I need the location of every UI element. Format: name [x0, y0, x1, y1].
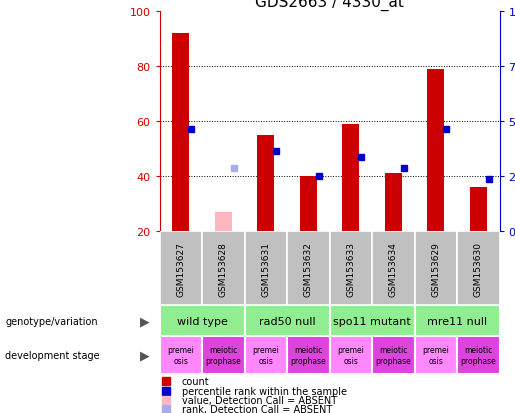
Bar	[173, 34, 190, 231]
Text: premei
osis: premei osis	[422, 346, 449, 365]
Text: meiotic
prophase: meiotic prophase	[375, 346, 411, 365]
Text: GSM153632: GSM153632	[304, 241, 313, 296]
Bar	[287, 337, 330, 374]
Text: GSM153631: GSM153631	[262, 241, 270, 296]
Text: percentile rank within the sample: percentile rank within the sample	[182, 386, 347, 396]
Text: GSM153627: GSM153627	[177, 241, 185, 296]
Bar	[245, 337, 287, 374]
Bar	[415, 337, 457, 374]
Text: ▶: ▶	[140, 349, 149, 362]
Text: GSM153633: GSM153633	[347, 241, 355, 296]
Text: meiotic
prophase: meiotic prophase	[205, 346, 241, 365]
Bar	[457, 231, 500, 306]
Bar	[372, 231, 415, 306]
Bar	[202, 231, 245, 306]
Bar	[330, 231, 372, 306]
Text: GSM153629: GSM153629	[432, 241, 440, 296]
Bar	[330, 337, 372, 374]
Bar	[160, 231, 202, 306]
Text: value, Detection Call = ABSENT: value, Detection Call = ABSENT	[182, 395, 337, 405]
Bar	[470, 188, 487, 231]
Bar	[245, 306, 330, 337]
Bar	[415, 306, 500, 337]
Text: meiotic
prophase: meiotic prophase	[290, 346, 326, 365]
Text: mre11 null: mre11 null	[427, 316, 487, 326]
Bar	[202, 337, 245, 374]
Text: wild type: wild type	[177, 316, 228, 326]
Bar	[287, 231, 330, 306]
Text: spo11 mutant: spo11 mutant	[333, 316, 411, 326]
Text: development stage: development stage	[5, 350, 100, 360]
Text: rad50 null: rad50 null	[259, 316, 315, 326]
Text: meiotic
prophase: meiotic prophase	[460, 346, 496, 365]
Bar	[385, 174, 402, 231]
Text: count: count	[182, 376, 210, 387]
Bar	[342, 125, 359, 231]
Bar	[457, 337, 500, 374]
Bar	[427, 70, 444, 231]
Text: GSM153628: GSM153628	[219, 241, 228, 296]
Bar	[160, 337, 202, 374]
Title: GDS2663 / 4330_at: GDS2663 / 4330_at	[255, 0, 404, 11]
Bar	[160, 306, 245, 337]
Text: GSM153634: GSM153634	[389, 241, 398, 296]
Bar	[415, 231, 457, 306]
Text: GSM153630: GSM153630	[474, 241, 483, 296]
Text: premei
osis: premei osis	[252, 346, 279, 365]
Bar	[215, 212, 232, 231]
Bar	[245, 231, 287, 306]
Bar	[372, 337, 415, 374]
Bar	[258, 135, 274, 231]
Bar	[330, 306, 415, 337]
Text: premei
osis: premei osis	[167, 346, 194, 365]
Text: premei
osis: premei osis	[337, 346, 364, 365]
Text: rank, Detection Call = ABSENT: rank, Detection Call = ABSENT	[182, 404, 332, 413]
Text: ▶: ▶	[140, 315, 149, 328]
Bar	[300, 177, 317, 231]
Text: genotype/variation: genotype/variation	[5, 316, 98, 326]
